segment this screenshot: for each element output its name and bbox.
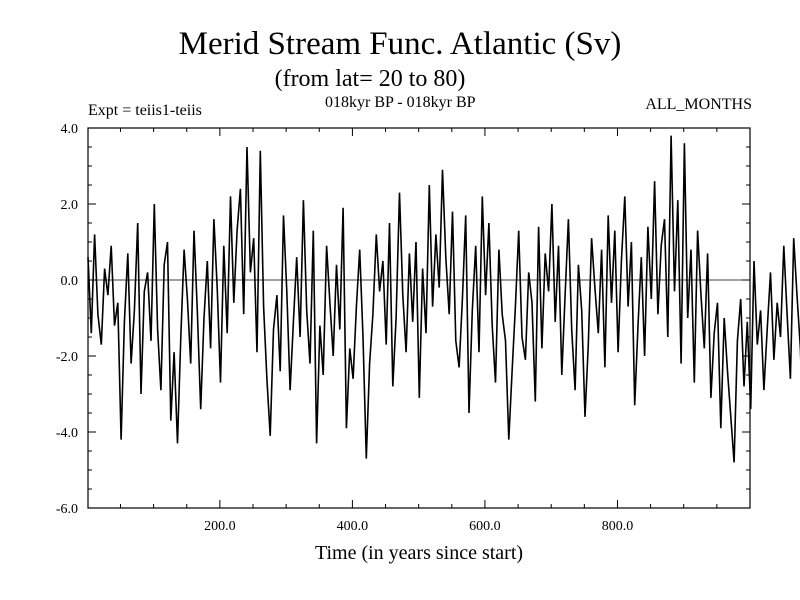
- chart-title: Merid Stream Func. Atlantic (Sv): [178, 26, 622, 62]
- months-label: ALL_MONTHS: [645, 96, 752, 113]
- y-tick-label: -6.0: [56, 502, 78, 517]
- period-label: 018kyr BP - 018kyr BP: [325, 94, 476, 111]
- experiment-label: Expt = teiis1-teiis: [88, 102, 202, 119]
- plot-frame: [87, 127, 751, 509]
- y-tick-label: -4.0: [56, 426, 78, 441]
- y-tick-label: 4.0: [61, 122, 79, 137]
- series-line: [87, 135, 800, 463]
- y-tick-label: -2.0: [56, 350, 78, 365]
- x-tick-label: 200.0: [204, 519, 236, 534]
- x-tick-label: 800.0: [602, 519, 634, 534]
- x-tick-label: 600.0: [469, 519, 501, 534]
- y-tick-label: 2.0: [61, 198, 79, 213]
- x-axis-title: Time (in years since start): [315, 542, 523, 564]
- x-tick-label: 400.0: [337, 519, 369, 534]
- y-tick-label: 0.0: [61, 274, 79, 289]
- chart-subtitle: (from lat= 20 to 80): [274, 66, 466, 92]
